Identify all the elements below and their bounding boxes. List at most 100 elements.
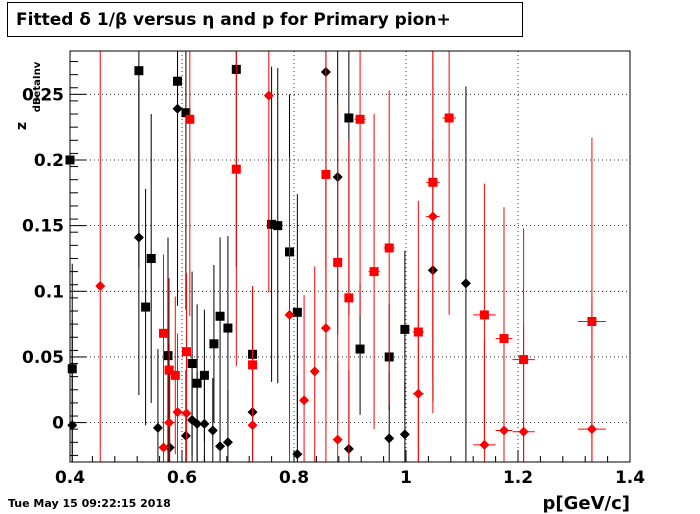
y-tick-label: 0.15 [22, 217, 64, 237]
square-marker [185, 114, 195, 124]
diamond-marker [207, 425, 218, 436]
diamond-marker [95, 281, 106, 292]
data-point [284, 157, 295, 462]
x-tick-label: 0.8 [279, 468, 309, 488]
diamond-marker [192, 418, 203, 429]
data-point [344, 140, 354, 456]
diamond-marker [172, 103, 183, 114]
x-tick-label: 0.6 [167, 468, 197, 488]
data-point [368, 114, 380, 430]
data-point [299, 295, 310, 462]
diamond-marker [199, 418, 210, 429]
data-point [152, 349, 163, 462]
square-marker [181, 108, 191, 118]
square-marker [215, 311, 225, 321]
square-marker [170, 370, 180, 380]
data-point [163, 237, 173, 462]
data-point [354, 51, 366, 317]
data-point [222, 389, 233, 462]
data-point [172, 51, 183, 306]
y-axis-title-subscript: dBetaInv [32, 61, 43, 112]
data-point [309, 266, 320, 462]
square-marker [146, 253, 156, 263]
square-marker [384, 243, 394, 253]
square-marker [159, 328, 169, 338]
data-point [473, 339, 496, 462]
diamond-marker [460, 278, 471, 289]
y-axis-title: z [14, 122, 30, 130]
square-marker [479, 310, 489, 320]
timestamp: Tue May 15 09:22:15 2018 [8, 497, 171, 510]
diamond-marker [152, 422, 163, 433]
data-point [512, 326, 535, 462]
diamond-marker [479, 439, 490, 450]
data-point [209, 265, 219, 423]
y-tick-label: 0 [52, 414, 64, 434]
data-point [399, 381, 410, 462]
diamond-marker [518, 426, 529, 437]
data-point [164, 368, 175, 462]
data-point [192, 371, 203, 462]
diamond-marker [222, 437, 233, 448]
y-tick-label: 0.25 [22, 85, 64, 105]
data-point [223, 236, 233, 420]
y-tick-label: 0.2 [34, 151, 64, 171]
data-point [181, 51, 191, 310]
diamond-marker [158, 442, 169, 453]
diamond-marker [586, 424, 597, 435]
data-point [185, 51, 195, 317]
diamond-marker [332, 434, 343, 445]
diamond-marker [181, 408, 192, 419]
diamond-marker [384, 433, 395, 444]
y-tick-label: 0.1 [34, 282, 64, 302]
square-marker [333, 257, 343, 267]
diamond-marker [284, 309, 295, 320]
data-point [215, 237, 225, 396]
x-tick-label: 1.4 [615, 468, 645, 488]
x-tick-label: 1 [400, 468, 412, 488]
data-point [67, 320, 78, 462]
data-point [170, 296, 180, 455]
diamond-marker [164, 442, 175, 453]
diamond-marker [413, 388, 424, 399]
square-marker [444, 113, 454, 123]
diamond-marker [499, 425, 509, 436]
grid-lines [70, 51, 630, 462]
data-point [215, 393, 226, 462]
data-point [273, 68, 283, 384]
square-marker [355, 114, 365, 124]
diamond-marker [320, 323, 331, 334]
square-marker [369, 267, 379, 277]
square-marker [141, 302, 151, 312]
square-marker [209, 339, 219, 349]
diamond-marker [427, 211, 438, 222]
data-point [400, 250, 410, 409]
data-point [495, 325, 513, 462]
data-point [187, 354, 198, 462]
data-point [181, 334, 192, 462]
data-point [247, 346, 258, 462]
data-point [263, 51, 274, 293]
square-marker [267, 219, 277, 229]
square-marker [400, 324, 410, 334]
diamond-marker [164, 417, 175, 428]
data-point [231, 51, 241, 367]
x-axis-title: p[GeV/c] [543, 493, 631, 514]
data-point [172, 333, 183, 462]
data-point [332, 360, 343, 462]
data-point [133, 79, 144, 396]
diamond-marker [172, 407, 183, 418]
diamond-marker [399, 429, 410, 440]
square-marker [344, 293, 354, 303]
data-point [383, 90, 395, 406]
diamond-marker [292, 449, 303, 460]
diamond-marker [133, 232, 144, 243]
diamond-marker [299, 395, 310, 406]
square-marker [134, 66, 144, 76]
data-point [442, 51, 456, 315]
data-point [141, 188, 151, 426]
diamond-marker [309, 366, 320, 377]
data-points [65, 51, 606, 462]
square-marker [223, 323, 233, 333]
